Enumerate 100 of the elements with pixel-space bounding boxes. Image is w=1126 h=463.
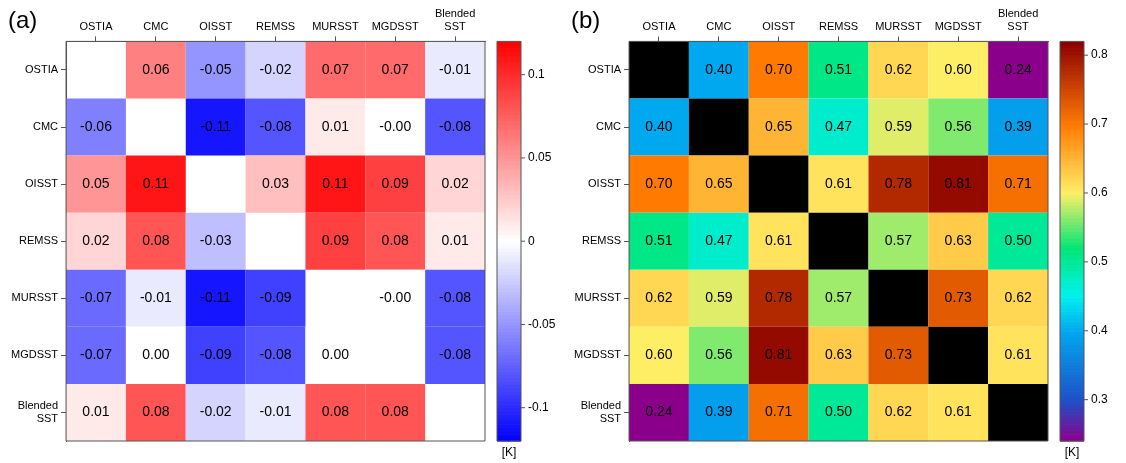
- data-label: 0.05: [82, 174, 110, 191]
- color-bar-label: 0.1: [528, 67, 546, 82]
- data-label: 0.24: [1004, 60, 1032, 77]
- x-tick-label: Blended SST: [434, 6, 476, 32]
- data-label: 0.01: [321, 117, 350, 134]
- data-label: 0.62: [1004, 289, 1032, 306]
- data-label: 0.08: [142, 403, 170, 420]
- y-tick-label: OISST: [588, 177, 622, 190]
- data-label: 0.47: [705, 232, 733, 249]
- data-label: -0.01: [139, 289, 172, 306]
- data-label: -0.01: [439, 60, 472, 77]
- x-tick-label: CMC: [706, 19, 732, 32]
- data-label: 0.50: [1004, 232, 1032, 249]
- x-tick-label: MGDSST: [371, 19, 420, 32]
- y-tick-label: MGDSST: [10, 348, 59, 361]
- data-label: 0.62: [645, 289, 673, 306]
- data-label: 0.39: [1004, 117, 1032, 134]
- data-label: -0.11: [200, 289, 232, 306]
- data-label: 0.73: [944, 289, 973, 306]
- data-label: 0.40: [705, 60, 733, 77]
- color-bar-label: 0.3: [1091, 391, 1109, 406]
- data-label: -0.00: [379, 117, 412, 134]
- data-label: 0.40: [645, 117, 673, 134]
- data-label: 0.08: [381, 232, 410, 249]
- data-label: 0.70: [765, 60, 793, 77]
- data-label: -0.02: [259, 60, 292, 77]
- data-label: 0.81: [944, 174, 973, 191]
- data-label: -0.09: [259, 289, 292, 306]
- data-label: 0.09: [321, 232, 350, 249]
- data-label: -0.00: [379, 289, 412, 306]
- data-label: 0.71: [765, 403, 793, 420]
- x-tick-label: OISST: [199, 19, 233, 32]
- data-label: 0.06: [142, 60, 170, 77]
- y-tick-label: MGDSST: [573, 348, 622, 361]
- data-label: -0.07: [80, 346, 113, 363]
- data-label: 0.62: [884, 60, 913, 77]
- x-tick-label: MGDSST: [934, 19, 983, 32]
- data-label: -0.03: [199, 232, 232, 249]
- chart-title: (a): [8, 6, 38, 34]
- color-bar-title: [K]: [501, 445, 517, 460]
- data-label: 0.61: [1004, 346, 1032, 363]
- data-label: 0.56: [705, 346, 733, 363]
- data-label: 0.07: [321, 60, 350, 77]
- data-label: -0.08: [259, 346, 292, 363]
- color-bar-title: [K]: [1064, 445, 1080, 460]
- x-tick-label: OSTIA: [79, 19, 114, 32]
- x-tick-label: MURSST: [312, 19, 359, 32]
- data-label: 0.73: [884, 346, 913, 363]
- data-label: -0.08: [259, 117, 292, 134]
- color-bar-label: 0.5: [1091, 254, 1109, 269]
- data-label: -0.09: [199, 346, 232, 363]
- y-tick-label: MURSST: [574, 291, 622, 304]
- data-label: 0.63: [944, 232, 973, 249]
- data-label: 0.08: [142, 232, 170, 249]
- color-bar-label: 0.6: [1091, 185, 1109, 200]
- data-label: -0.01: [259, 403, 292, 420]
- data-label: 0.50: [824, 403, 853, 420]
- data-label: 0.09: [381, 174, 410, 191]
- x-tick-label: OISST: [762, 19, 796, 32]
- data-label: 0.56: [944, 117, 973, 134]
- color-bar-label: 0.7: [1091, 116, 1109, 131]
- data-label: 0.61: [944, 403, 973, 420]
- data-label: 0.78: [884, 174, 913, 191]
- data-label: 0.00: [321, 346, 350, 363]
- data-label: -0.02: [199, 403, 232, 420]
- x-tick-label: OSTIA: [642, 19, 677, 32]
- y-tick-label: REMSS: [581, 234, 622, 247]
- data-label: 0.02: [441, 174, 469, 191]
- y-tick-label: REMSS: [18, 234, 59, 247]
- data-label: 0.59: [705, 289, 733, 306]
- data-label: -0.08: [439, 117, 472, 134]
- data-label: 0.63: [824, 346, 853, 363]
- data-label: 0.57: [824, 289, 853, 306]
- data-label: 0.70: [645, 174, 673, 191]
- data-label: 0.02: [82, 232, 110, 249]
- y-tick-label: CMC: [32, 120, 59, 133]
- x-tick-label: REMSS: [255, 19, 296, 32]
- data-label: 0.39: [705, 403, 733, 420]
- data-label: -0.05: [199, 60, 232, 77]
- chart-title: (b): [571, 6, 601, 34]
- y-tick-label: CMC: [595, 120, 622, 133]
- data-label: -0.06: [80, 117, 113, 134]
- y-tick-label: Blended SST: [580, 398, 622, 425]
- color-bar-label: -0.1: [528, 400, 549, 415]
- y-tick-label: OSTIA: [588, 62, 622, 75]
- data-label: 0.08: [321, 403, 350, 420]
- data-label: 0.07: [381, 60, 410, 77]
- data-label: 0.57: [884, 232, 913, 249]
- y-tick-label: OISST: [25, 177, 59, 190]
- data-label: 0.11: [142, 174, 170, 191]
- y-tick-label: OSTIA: [25, 62, 59, 75]
- data-label: 0.01: [441, 232, 469, 249]
- data-label: 0.59: [884, 117, 913, 134]
- data-label: 0.61: [765, 232, 793, 249]
- color-bar-label: -0.05: [528, 316, 556, 331]
- x-tick-label: Blended SST: [997, 6, 1039, 32]
- data-label: 0.60: [944, 60, 973, 77]
- data-label: 0.62: [884, 403, 913, 420]
- x-tick-label: REMSS: [818, 19, 859, 32]
- data-label: 0.51: [824, 60, 853, 77]
